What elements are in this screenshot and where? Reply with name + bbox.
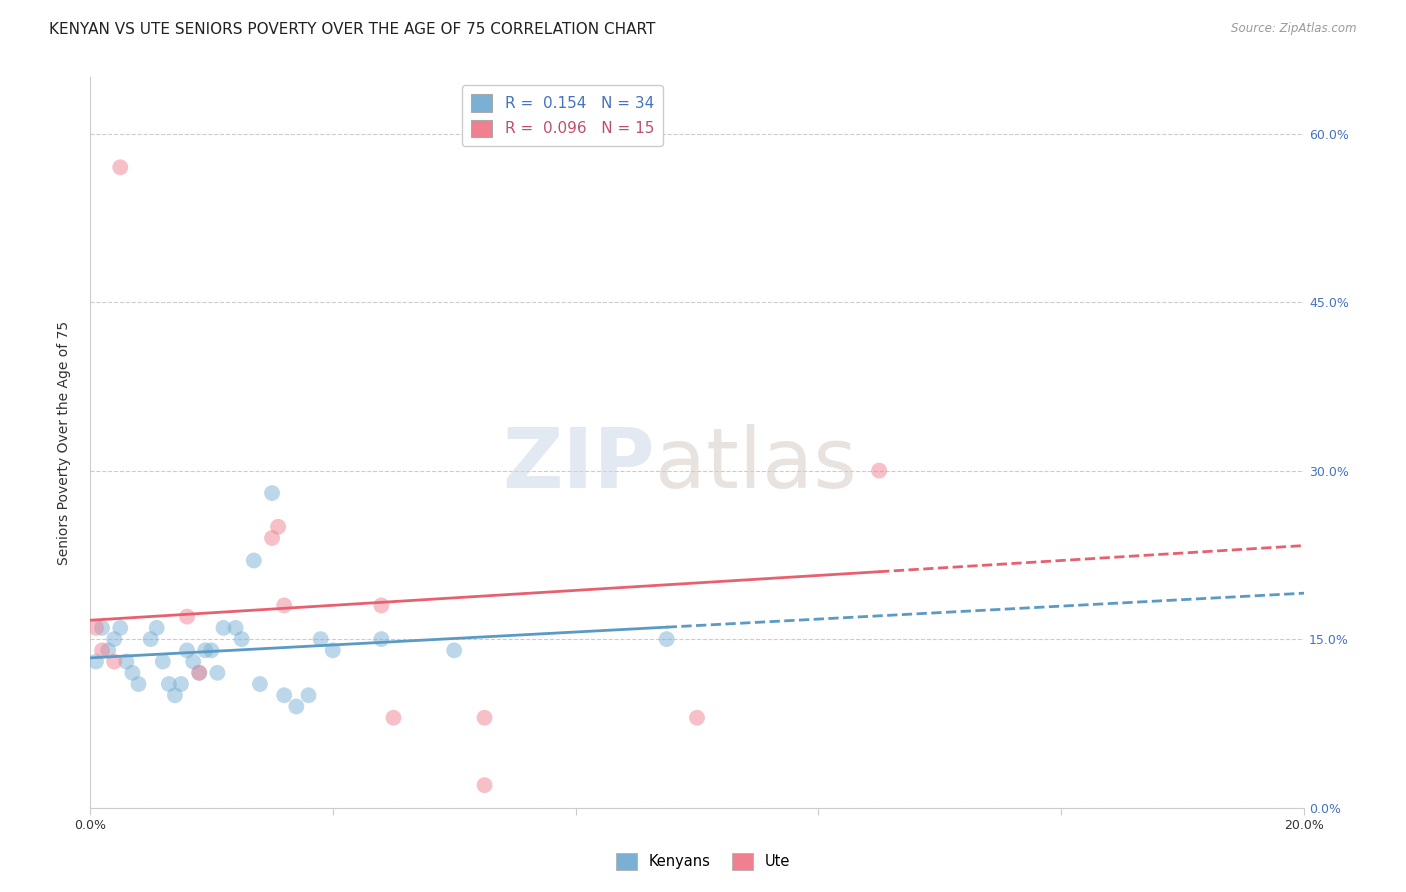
Point (382, 711, 405, 725)
Text: ZIP: ZIP (502, 424, 655, 505)
Point (97, 643, 120, 657)
Point (370, 632, 392, 646)
Point (110, 621, 132, 635)
Point (194, 643, 217, 657)
Point (176, 609, 198, 624)
Legend: R =  0.154   N = 34, R =  0.096   N = 15: R = 0.154 N = 34, R = 0.096 N = 15 (461, 85, 664, 146)
Point (84, 655, 107, 669)
Point (370, 599, 392, 613)
Point (655, 632, 678, 646)
Point (207, 665, 229, 680)
Point (103, 655, 125, 669)
Point (297, 688, 319, 702)
Point (443, 643, 465, 657)
Legend: Kenyans, Ute: Kenyans, Ute (610, 847, 796, 876)
Point (139, 632, 162, 646)
Point (285, 699, 308, 714)
Point (91, 643, 114, 657)
Point (170, 677, 193, 691)
Point (181, 655, 204, 669)
Y-axis label: Seniors Poverty Over the Age of 75: Seniors Poverty Over the Age of 75 (58, 320, 72, 565)
Point (868, 464, 890, 478)
Point (163, 688, 186, 702)
Point (225, 621, 247, 635)
Point (267, 520, 290, 534)
Point (84, 621, 107, 635)
Point (176, 643, 198, 657)
Text: Source: ZipAtlas.com: Source: ZipAtlas.com (1232, 22, 1357, 36)
Point (260, 531, 283, 545)
Point (115, 655, 138, 669)
Point (212, 621, 235, 635)
Point (273, 599, 295, 613)
Point (243, 553, 266, 567)
Point (188, 665, 211, 680)
Point (474, 711, 496, 725)
Point (474, 778, 496, 792)
Point (152, 655, 174, 669)
Point (121, 665, 143, 680)
Point (309, 632, 332, 646)
Point (145, 621, 167, 635)
Point (260, 486, 283, 500)
Point (686, 711, 709, 725)
Point (91, 621, 114, 635)
Point (231, 632, 253, 646)
Point (188, 665, 211, 680)
Point (157, 677, 180, 691)
Text: KENYAN VS UTE SENIORS POVERTY OVER THE AGE OF 75 CORRELATION CHART: KENYAN VS UTE SENIORS POVERTY OVER THE A… (49, 22, 655, 37)
Point (110, 161, 132, 175)
Point (249, 677, 271, 691)
Point (322, 643, 344, 657)
Point (273, 688, 295, 702)
Point (128, 677, 150, 691)
Point (103, 632, 125, 646)
Point (200, 643, 222, 657)
Text: atlas: atlas (655, 424, 856, 505)
